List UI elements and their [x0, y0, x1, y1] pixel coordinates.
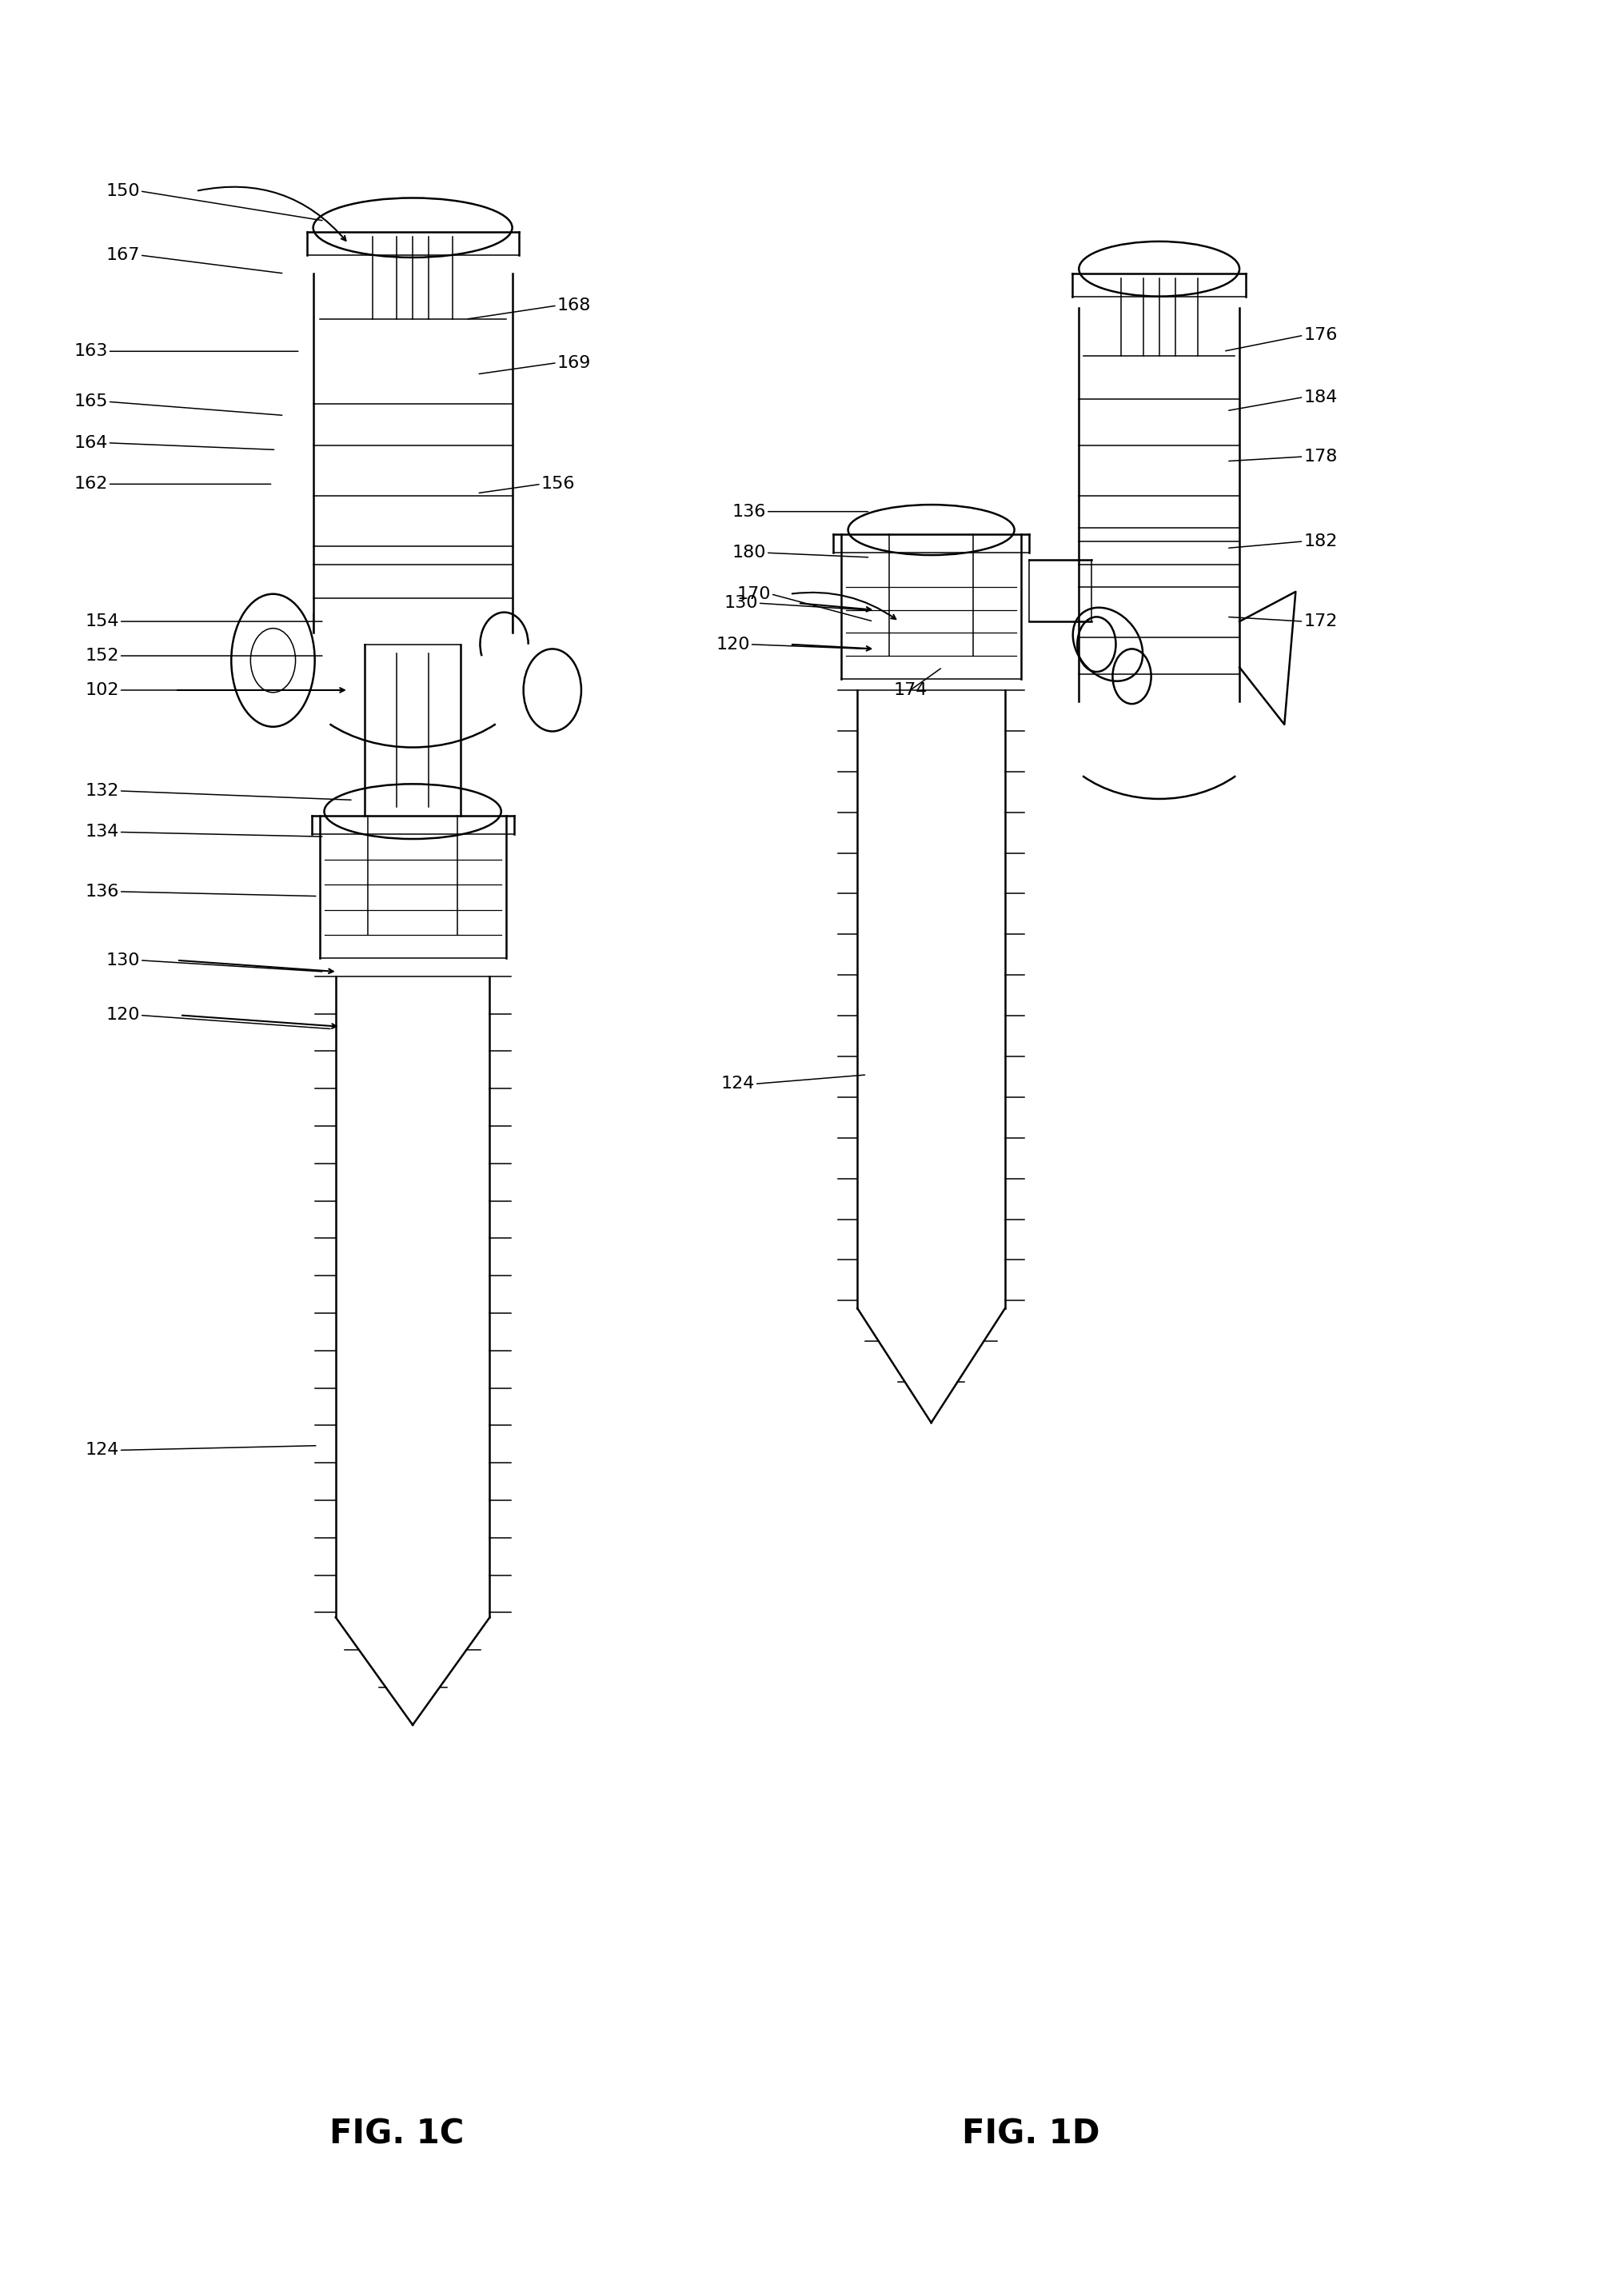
Text: 156: 156	[542, 475, 575, 491]
Text: 134: 134	[85, 824, 119, 840]
Text: 136: 136	[85, 884, 119, 900]
Text: 168: 168	[558, 298, 592, 315]
Text: FIG. 1D: FIG. 1D	[962, 2117, 1099, 2151]
Text: 170: 170	[737, 585, 771, 602]
Text: 163: 163	[74, 344, 108, 358]
Text: 120: 120	[716, 636, 750, 652]
Text: 136: 136	[732, 503, 766, 519]
Text: 178: 178	[1304, 448, 1338, 464]
Text: 152: 152	[85, 647, 119, 664]
Text: 176: 176	[1304, 328, 1338, 344]
Text: 169: 169	[558, 356, 592, 370]
Text: 150: 150	[106, 184, 140, 200]
Text: 124: 124	[721, 1077, 754, 1093]
Text: 154: 154	[85, 613, 119, 629]
Text: 180: 180	[732, 544, 766, 560]
Text: 172: 172	[1304, 613, 1338, 629]
Text: 165: 165	[74, 393, 108, 409]
Text: 184: 184	[1304, 388, 1338, 404]
Text: FIG. 1C: FIG. 1C	[329, 2117, 464, 2151]
Text: 174: 174	[893, 682, 927, 698]
Text: 124: 124	[85, 1442, 119, 1458]
Text: 162: 162	[74, 475, 108, 491]
Text: 130: 130	[724, 595, 758, 611]
Text: 132: 132	[85, 783, 119, 799]
Text: 164: 164	[74, 434, 108, 450]
Text: 130: 130	[106, 953, 140, 969]
Text: 182: 182	[1304, 533, 1338, 549]
Text: 167: 167	[106, 248, 140, 264]
Text: 102: 102	[85, 682, 119, 698]
Text: 120: 120	[106, 1008, 140, 1024]
